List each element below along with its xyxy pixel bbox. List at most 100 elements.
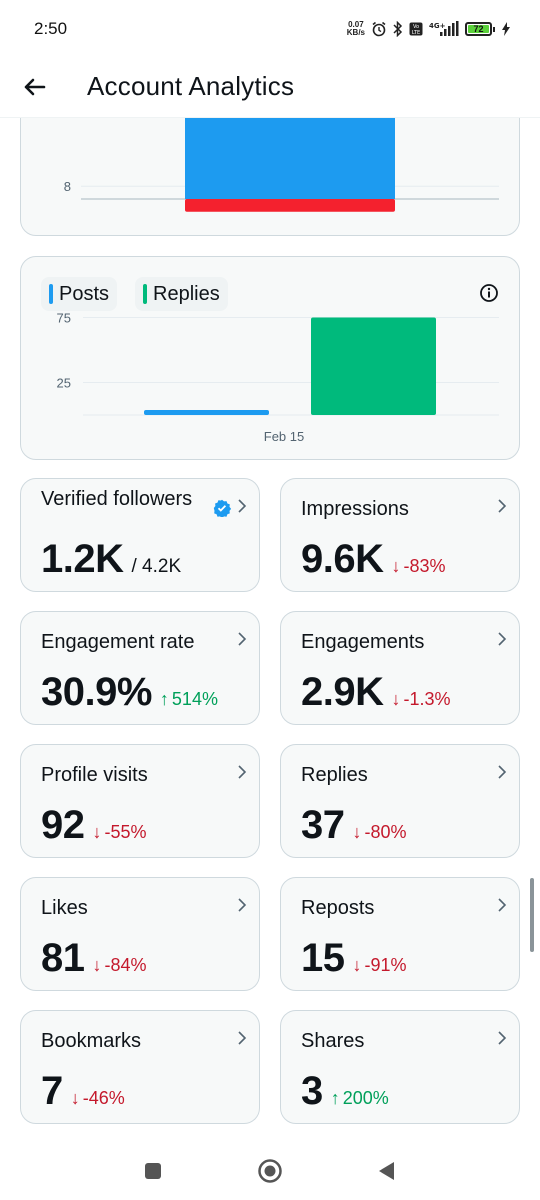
volte-icon: Vo LTE <box>409 22 423 36</box>
stat-label: Likes <box>41 897 88 919</box>
posts-replies-chart-card: Posts Replies 75 25 Feb 15 <box>20 256 520 460</box>
arrow-down-icon: ↓ <box>391 689 401 709</box>
chevron-right-icon <box>238 1031 247 1045</box>
svg-text:LTE: LTE <box>412 30 420 36</box>
arrow-up-icon: ↑ <box>330 1088 340 1108</box>
scrollbar-thumb[interactable] <box>530 878 534 952</box>
stat-delta: ↓ -80% <box>352 822 407 842</box>
stat-delta: ↑ 514% <box>159 689 218 709</box>
back-arrow-icon[interactable] <box>20 72 50 102</box>
stat-value: 92 <box>41 803 85 847</box>
legend-posts-label: Posts <box>59 282 110 305</box>
analytics-content[interactable]: 348Feb 15 Posts Replies 75 25 Feb 15 Verif… <box>0 118 540 1138</box>
system-nav-bar <box>0 1140 540 1200</box>
legend-replies-swatch <box>143 284 147 304</box>
stat-label: Replies <box>301 764 368 786</box>
signal-icon: 4G+ <box>429 21 459 36</box>
chevron-right-icon <box>238 499 247 513</box>
stat-value: 2.9K <box>301 670 384 714</box>
triangle-back-icon[interactable] <box>374 1158 400 1184</box>
arrow-down-icon: ↓ <box>352 955 362 975</box>
chart-card-top: 348Feb 15 <box>20 118 520 260</box>
status-time: 2:50 <box>34 19 68 38</box>
svg-text:Vo: Vo <box>413 24 419 30</box>
stat-value: 30.9% <box>41 670 152 714</box>
stat-label: Profile visits <box>41 764 148 786</box>
verified-badge-icon <box>213 499 231 517</box>
chevron-right-icon <box>238 765 247 779</box>
arrow-down-icon: ↓ <box>92 822 102 842</box>
chevron-right-icon <box>498 499 507 513</box>
stat-value-row: 30.9% ↑ 514% <box>41 670 218 715</box>
arrow-down-icon: ↓ <box>92 955 102 975</box>
stat-card-replies[interactable]: Replies 37 ↓ -80% <box>280 744 520 858</box>
chevron-right-icon <box>498 898 507 912</box>
stat-value: 1.2K <box>41 537 124 581</box>
stat-delta: ↓ -91% <box>352 955 407 975</box>
stat-delta: ↓ -1.3% <box>391 689 451 709</box>
stat-card-engagements[interactable]: Engagements 2.9K ↓ -1.3% <box>280 611 520 725</box>
battery-icon: 72 <box>465 22 495 36</box>
chevron-right-icon <box>498 632 507 646</box>
stat-label: Engagement rate <box>41 631 195 653</box>
circle-home-icon[interactable] <box>257 1158 283 1184</box>
stat-delta: ↓ -84% <box>92 955 147 975</box>
y-tick-label: 8 <box>64 179 71 194</box>
alarm-icon <box>372 21 386 37</box>
stat-card-likes[interactable]: Likes 81 ↓ -84% <box>20 877 260 991</box>
bluetooth-icon <box>393 21 403 37</box>
stat-card-shares[interactable]: Shares 3 ↑ 200% <box>280 1010 520 1124</box>
stat-value-row: 15 ↓ -91% <box>301 936 407 981</box>
stat-value: 37 <box>301 803 345 847</box>
square-recents-icon[interactable] <box>140 1158 166 1184</box>
arrow-up-icon: ↑ <box>159 689 169 709</box>
stat-label: Impressions <box>301 498 409 520</box>
stat-label: Reposts <box>301 897 375 919</box>
stat-label: Engagements <box>301 631 425 653</box>
stat-value: 3 <box>301 1069 323 1113</box>
legend-replies-label: Replies <box>153 282 220 305</box>
status-icons: 0.07 KB/s Vo LTE 4G+ 72 <box>347 18 510 40</box>
legend-posts-swatch <box>49 284 53 304</box>
stat-card-bookmarks[interactable]: Bookmarks 7 ↓ -46% <box>20 1010 260 1124</box>
stat-label: Verified followers <box>41 488 193 510</box>
chevron-right-icon <box>498 1031 507 1045</box>
bar-posts <box>144 410 269 415</box>
stat-card-profile-visits[interactable]: Profile visits 92 ↓ -55% <box>20 744 260 858</box>
charging-icon <box>502 22 510 36</box>
stat-value-row: 81 ↓ -84% <box>41 936 147 981</box>
chevron-right-icon <box>498 765 507 779</box>
arrow-down-icon: ↓ <box>391 556 401 576</box>
page-title: Account Analytics <box>87 71 295 101</box>
net-speed: 0.07 KB/s <box>346 20 365 37</box>
stat-delta: ↓ -46% <box>70 1088 125 1108</box>
stat-card-verified-followers[interactable]: Verified followers 1.2K / 4.2K <box>20 478 260 592</box>
legend-replies-chip[interactable]: Replies <box>135 277 228 311</box>
x-tick-label: Feb 15 <box>264 429 304 444</box>
bar-positive <box>185 118 395 199</box>
stat-card-reposts[interactable]: Reposts 15 ↓ -91% <box>280 877 520 991</box>
chevron-right-icon <box>238 632 247 646</box>
status-bar: 2:50 0.07 KB/s Vo LTE 4G+ 72 <box>0 0 540 60</box>
y-tick-label: 25 <box>57 376 71 391</box>
stat-delta: ↓ -83% <box>391 556 446 576</box>
stat-delta: ↓ -55% <box>92 822 147 842</box>
stat-label: Bookmarks <box>41 1030 142 1052</box>
stat-value-row: 92 ↓ -55% <box>41 803 147 848</box>
stat-total: / 4.2K <box>131 556 182 577</box>
stat-delta: ↑ 200% <box>330 1088 389 1108</box>
stat-value-row: 9.6K ↓ -83% <box>301 537 446 582</box>
stat-label: Shares <box>301 1030 365 1052</box>
stat-value-row: 37 ↓ -80% <box>301 803 407 848</box>
stat-value: 15 <box>301 936 345 980</box>
stat-value-row: 7 ↓ -46% <box>41 1069 125 1114</box>
stat-value-row: 3 ↑ 200% <box>301 1069 389 1114</box>
legend-posts-chip[interactable]: Posts <box>41 277 118 311</box>
stat-card-impressions[interactable]: Impressions 9.6K ↓ -83% <box>280 478 520 592</box>
stat-value: 7 <box>41 1069 63 1113</box>
stacked-bar-chart: 348Feb 15 <box>64 118 499 260</box>
arrow-down-icon: ↓ <box>70 1088 80 1108</box>
info-icon[interactable] <box>479 283 499 303</box>
stat-card-engagement-rate[interactable]: Engagement rate 30.9% ↑ 514% <box>20 611 260 725</box>
bar-replies <box>311 317 436 415</box>
